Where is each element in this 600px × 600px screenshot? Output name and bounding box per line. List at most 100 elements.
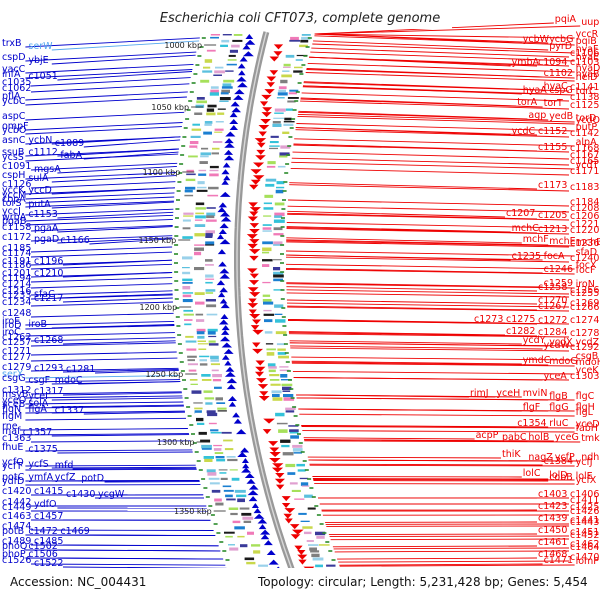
track-feature-115 [186,173,196,176]
forward-gene-arrow-41 [219,298,228,304]
track-feature-374 [215,502,224,506]
gene-label: c1384 [544,456,573,467]
track-feature-395 [237,535,245,538]
track-feature-323 [200,439,211,443]
reverse-gene-arrow-11 [260,118,271,124]
gene-label: c1165 [570,156,599,167]
track-feature-312 [208,422,217,425]
gene-label: c1158 [2,222,31,233]
track-feature-46 [289,89,299,92]
forward-gene-arrow-45 [221,325,230,331]
gene-label: c1235 [512,251,541,262]
track-feature-255 [278,355,289,359]
gene-label: cobB [549,472,573,483]
track-feature-391 [247,531,254,535]
gene-label: c1221 [570,219,599,230]
track-feature-21 [295,59,303,61]
track-feature-0 [210,34,220,36]
reverse-gene-arrow-9 [262,107,273,113]
reverse-gene-arrow-66 [281,496,291,502]
gene-label: c1317 [34,386,63,397]
track-feature-50 [288,92,297,95]
track-feature-78 [204,123,212,126]
gene-label: cspH [2,170,25,181]
reverse-gene-arrow-18 [252,162,265,168]
forward-gene-arrow-33 [219,239,231,245]
gene-connector-line [291,161,575,170]
gene-label: mchE [549,236,576,247]
reverse-gene-arrow-71 [289,524,300,530]
track-feature-33 [213,74,222,76]
track-feature-264 [268,366,277,369]
track-feature-175 [262,247,272,252]
track-feature-364 [223,489,234,492]
gene-label: flgA [28,404,47,415]
track-feature-237 [208,335,217,338]
forward-gene-arrow-20 [223,155,235,161]
track-feature-218 [183,313,194,316]
track-feature-71 [273,117,284,119]
track-feature-404 [309,547,317,551]
track-feature-39 [279,83,288,86]
track-feature-326 [201,444,212,449]
track-feature-19 [204,59,213,63]
gene-label: mfd [55,460,74,471]
track-feature-134 [184,199,194,202]
gene-connector-line [25,417,187,421]
gene-connector-line [314,35,575,46]
gene-label: torD [576,113,597,124]
track-feature-397 [306,540,314,542]
track-feature-182 [205,264,214,266]
gene-label: c1439 [538,513,567,524]
gene-connector-line [339,564,575,567]
track-feature-365 [234,489,246,493]
track-feature-272 [212,374,222,378]
forward-gene-arrow-50 [221,354,230,360]
gene-connector-line [25,449,193,452]
forward-gene-arrow-66 [244,473,255,479]
track-feature-159 [273,227,283,231]
track-feature-267 [200,369,212,373]
gene-label: c1269 [570,298,599,309]
forward-gene-arrow-39 [219,287,228,293]
gene-connector-line [62,392,182,396]
right-connector-lines [285,22,581,567]
track-feature-48 [220,92,229,95]
track-feature-93 [189,145,198,149]
forward-gene-arrow-15 [229,125,239,131]
track-feature-333 [292,448,303,452]
track-feature-413 [258,564,268,567]
gene-label: ycbN [28,135,52,146]
forward-gene-arrow-52 [225,366,235,372]
forward-gene-arrow-60 [236,429,247,435]
gene-connector-line [51,404,184,408]
gene-connector-line [313,480,549,482]
scale-label: 1050 kbp [151,103,189,112]
gene-label: ycfZ [55,472,76,483]
gene-label: yceK [576,365,600,376]
track-feature-20 [227,59,237,61]
track-feature-295 [283,397,295,401]
gene-connector-line [57,71,193,81]
gene-label: trxB [2,38,22,49]
scale-label: 1100 kbp [143,168,181,177]
reverse-gene-arrow-44 [250,325,260,331]
track-feature-99 [269,147,278,150]
gene-connector-line [25,320,175,326]
track-feature-343 [227,458,238,462]
gene-connector-line [286,226,511,233]
track-feature-25 [215,66,224,69]
gene-connector-line [25,172,177,180]
track-feature-42 [278,86,287,90]
track-feature-380 [241,512,252,516]
gene-label: mdoH [576,357,600,368]
gene-connector-line [306,68,543,78]
gene-connector-line [25,91,188,101]
gene-connector-line [30,351,177,356]
gene-label: c1375 [28,444,57,455]
track-feature-414 [315,564,323,568]
forward-gene-arrow-71 [251,502,259,508]
track-feature-238 [185,340,197,343]
gene-label: c1089 [55,138,84,149]
gene-label: c1426 [570,506,599,517]
